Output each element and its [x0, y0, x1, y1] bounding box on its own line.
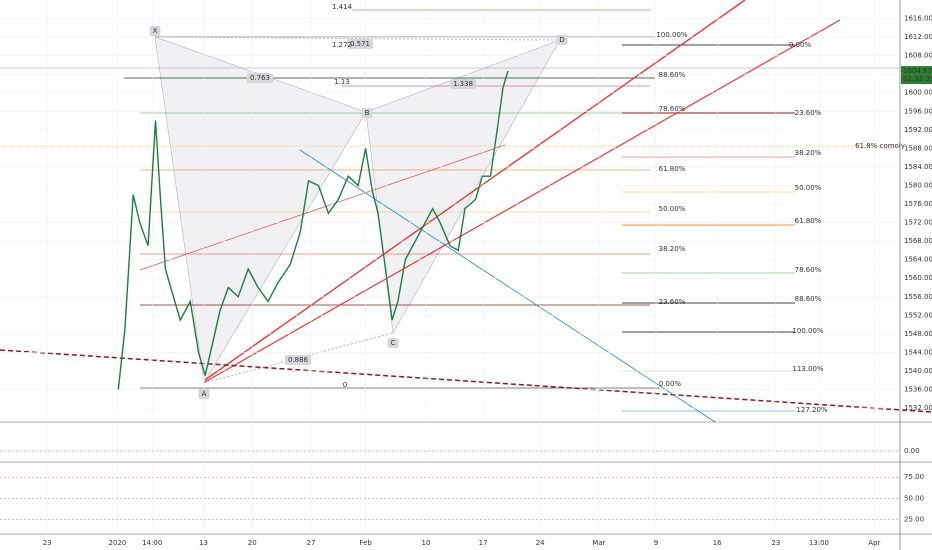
- rsi-tick-label: 25.00: [904, 516, 924, 524]
- macd-tick-label: 0.00: [904, 447, 920, 455]
- y-tick-label: 1532.00: [904, 404, 932, 412]
- y-tick-label: 1576.00: [904, 200, 932, 208]
- y-tick-label: 1592.00: [904, 126, 932, 134]
- y-tick-label: 1540.00: [904, 367, 932, 375]
- y-tick-label: 1560.00: [904, 274, 932, 282]
- pattern-label-box: [149, 26, 161, 36]
- pattern-label-box: [556, 35, 568, 45]
- fib-label: 0.00%: [789, 41, 812, 49]
- last-price-box: [901, 66, 932, 85]
- fib-label: 100.00%: [656, 31, 687, 39]
- pattern-xd: [154, 36, 561, 41]
- fib-label: 0.00%: [659, 380, 682, 388]
- y-tick-label: 1572.00: [904, 219, 932, 227]
- trend-line: [0, 349, 932, 413]
- pattern-label: 0.571: [350, 40, 370, 48]
- x-tick-label: Feb: [359, 539, 372, 547]
- fib-label: 100.00%: [792, 327, 823, 335]
- pattern-label: D: [559, 36, 564, 44]
- fib-label: 50.00%: [795, 184, 822, 192]
- fib-label: 61.80%: [659, 165, 686, 173]
- y-tick-label: 1580.00: [904, 181, 932, 189]
- x-tick-label: 23: [771, 539, 780, 547]
- x-tick-label: 24: [536, 539, 545, 547]
- y-tick-label: 1596.00: [904, 107, 932, 115]
- y-tick-label: 1608.00: [904, 52, 932, 60]
- pattern-label-box: [246, 73, 274, 83]
- y-tick-label: 1616.00: [904, 15, 932, 23]
- fib-label: 38.20%: [659, 245, 686, 253]
- x-tick-label: 9: [654, 539, 658, 547]
- pattern-label-box: [346, 39, 374, 49]
- fib-label: 127.20%: [796, 406, 827, 414]
- fib-label: 78.60%: [795, 266, 822, 274]
- pattern-label: B: [365, 109, 370, 117]
- fib-label: 1.272: [332, 41, 352, 49]
- last-price-label: 1604.67: [903, 67, 932, 75]
- y-tick-label: 1612.00: [904, 33, 932, 41]
- x-tick-label: 17: [479, 539, 488, 547]
- pattern-label: 0.763: [250, 74, 270, 82]
- x-tick-label: 13:00: [809, 539, 829, 547]
- x-tick-label: 16: [713, 539, 722, 547]
- rsi-tick-label: 75.00: [904, 473, 924, 481]
- fib-label: 1.414: [332, 3, 353, 11]
- fib-label: 88.60%: [659, 71, 686, 79]
- trend-line: [299, 149, 716, 423]
- pattern-label: 0.886: [288, 356, 309, 364]
- rsi-tick-label: 50.00: [904, 494, 924, 502]
- fib-label: 88.60%: [795, 295, 822, 303]
- fib-label: 78.60%: [659, 105, 686, 113]
- x-tick-label: 13: [199, 539, 208, 547]
- pattern-label: A: [202, 390, 207, 398]
- x-tick-label: 10: [422, 539, 431, 547]
- x-tick-label: 20: [248, 539, 257, 547]
- x-tick-label: Apr: [868, 539, 880, 547]
- y-tick-label: 1584.00: [904, 163, 932, 171]
- pattern-label-box: [361, 108, 373, 118]
- trend-line: [139, 144, 506, 271]
- x-tick-label: 14:00: [142, 539, 162, 547]
- y-tick-label: 1536.00: [904, 386, 932, 394]
- fib-label: 113.00%: [792, 365, 823, 373]
- countdown: 02:32:39: [903, 75, 932, 83]
- pattern-label-box: [198, 389, 210, 399]
- y-tick-label: 1556.00: [904, 293, 932, 301]
- fib-label: 38.20%: [795, 149, 822, 157]
- y-tick-label: 1568.00: [904, 237, 932, 245]
- pattern-label-box: [284, 355, 312, 365]
- fib-label: 50.00%: [659, 205, 686, 213]
- y-tick-label: 1564.00: [904, 256, 932, 264]
- pattern-label-box: [387, 338, 399, 348]
- y-tick-label: 1588.00: [904, 144, 932, 152]
- y-tick-label: 1548.00: [904, 330, 932, 338]
- y-tick-label: 1552.00: [904, 311, 932, 319]
- pattern-label: 1.338: [453, 80, 473, 88]
- pattern-label: X: [153, 27, 158, 35]
- fib-label: 61.8% comoly: [855, 142, 905, 150]
- price-line: [117, 70, 509, 390]
- y-tick-label: 1544.00: [904, 348, 932, 356]
- x-tick-label: 27: [307, 539, 316, 547]
- pattern-label: C: [391, 339, 396, 347]
- y-tick-label: 1600.00: [904, 89, 932, 97]
- fib-label: 0: [343, 381, 347, 389]
- trend-line: [204, 0, 746, 381]
- fib-label: 1.13: [334, 78, 350, 86]
- x-tick-label: Mar: [592, 539, 605, 547]
- x-tick-label: 2020: [109, 539, 127, 547]
- pattern-label-box: [449, 79, 477, 89]
- fib-label: 23.60%: [795, 109, 822, 117]
- fib-label: 61.80%: [795, 217, 822, 225]
- fib-label: 23.60%: [659, 298, 686, 306]
- x-tick-label: 23: [43, 539, 52, 547]
